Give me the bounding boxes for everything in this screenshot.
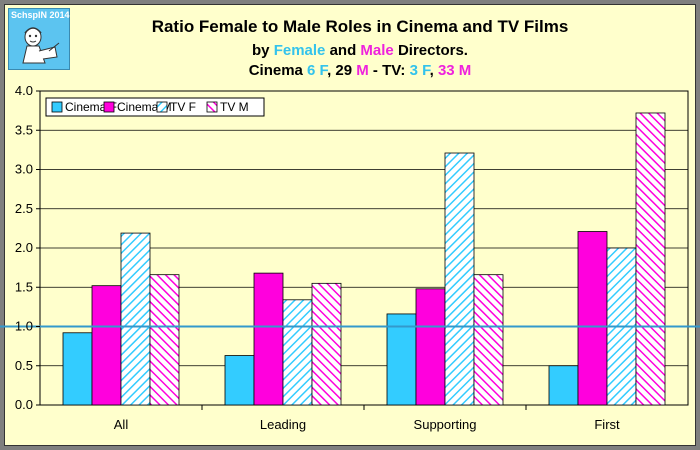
logo-text: SchspIN 2014 bbox=[11, 10, 70, 20]
y-tick-label: 3.5 bbox=[15, 122, 33, 137]
bar bbox=[91, 285, 122, 406]
subtitle-female: Female bbox=[273, 42, 326, 59]
subtitle-male: Male bbox=[360, 42, 394, 59]
y-tick-label: 2.0 bbox=[15, 240, 33, 255]
chart-counts-line: Cinema 6 F, 29 M - TV: 3 F, 33 M bbox=[80, 62, 640, 79]
bar bbox=[253, 272, 284, 406]
legend: Cinema F Cinema MTV F TV M bbox=[45, 97, 265, 117]
counts-tv-m: 33 M bbox=[437, 62, 472, 79]
y-tick-label: 1.0 bbox=[15, 319, 33, 334]
bar bbox=[548, 365, 579, 406]
legend-label: TV M bbox=[220, 100, 249, 114]
y-tick-label: 4.0 bbox=[15, 83, 33, 98]
bar bbox=[415, 288, 446, 406]
subtitle-mid: and bbox=[325, 42, 361, 59]
legend-label: TV F bbox=[170, 100, 196, 114]
y-tick-label: 3.0 bbox=[15, 162, 33, 177]
y-tick-label: 0.5 bbox=[15, 358, 33, 373]
bar bbox=[311, 282, 342, 406]
counts-cinema-f: 6 F bbox=[307, 62, 328, 79]
legend-swatch bbox=[206, 101, 218, 113]
legend-swatch bbox=[156, 101, 168, 113]
counts-tv: - TV: bbox=[368, 62, 410, 79]
x-tick-label: Leading bbox=[260, 417, 306, 432]
x-tick-label: All bbox=[114, 417, 129, 432]
legend-swatch bbox=[51, 101, 63, 113]
legend-swatch bbox=[103, 101, 115, 113]
subtitle-suffix: Directors. bbox=[393, 42, 468, 59]
bar bbox=[282, 299, 313, 406]
cartoon-figure-icon bbox=[22, 27, 60, 64]
bar bbox=[386, 313, 417, 406]
chart-title: Ratio Female to Male Roles in Cinema and… bbox=[151, 17, 569, 36]
counts-cinema: Cinema bbox=[248, 62, 308, 79]
bar bbox=[62, 332, 93, 406]
counts-cinema-m: M bbox=[356, 62, 369, 79]
bars bbox=[0, 112, 700, 406]
counts-tv-f: 3 F bbox=[409, 62, 430, 79]
bar bbox=[635, 112, 666, 406]
chart-subtitle: by Female and Male Directors. bbox=[80, 42, 640, 59]
bar bbox=[120, 232, 151, 406]
counts-sep2: , bbox=[429, 62, 438, 79]
subtitle-prefix: by bbox=[252, 42, 274, 59]
y-tick-label: 0.0 bbox=[15, 397, 33, 412]
bar bbox=[224, 355, 255, 406]
bar bbox=[444, 152, 475, 406]
x-tick-label: First bbox=[594, 417, 620, 432]
bar bbox=[577, 231, 608, 406]
bar bbox=[149, 274, 180, 406]
y-tick-label: 2.5 bbox=[15, 201, 33, 216]
x-tick-label: Supporting bbox=[414, 417, 477, 432]
axes: 0.0 0.5 1.0 1.5 2.0 2.5 3.0 3.5 4.0 All Leading Sup… bbox=[15, 83, 620, 432]
y-tick-label: 1.5 bbox=[15, 279, 33, 294]
schspin-logo: SchspIN 2014 bbox=[8, 8, 70, 70]
counts-sep1: , 29 bbox=[327, 62, 357, 79]
bar bbox=[473, 274, 504, 406]
